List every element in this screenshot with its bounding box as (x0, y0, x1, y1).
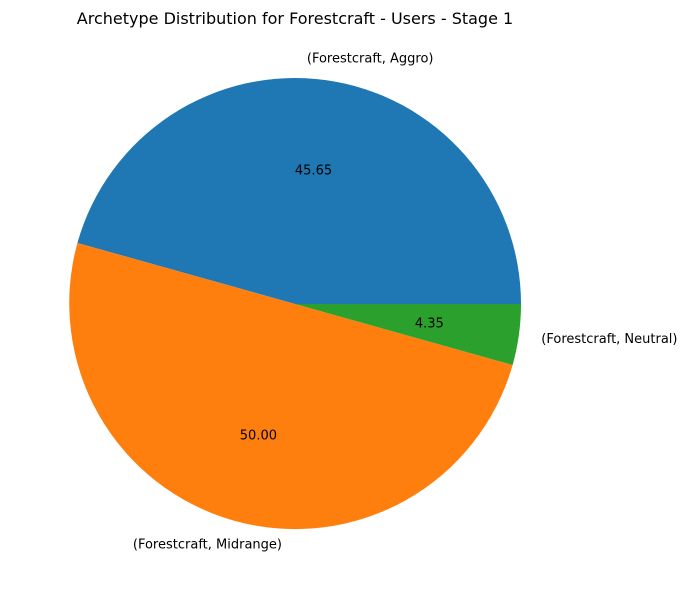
slice-category-label: (Forestcraft, Neutral) (541, 332, 677, 347)
pie-slice (69, 243, 513, 530)
slice-category-label: (Forestcraft, Midrange) (133, 537, 282, 552)
pie-slice (77, 78, 521, 305)
chart-title: Archetype Distribution for Forestcraft -… (77, 9, 513, 28)
slice-percent-label: 45.65 (295, 164, 332, 179)
pie-slice (295, 304, 521, 365)
pie-slices (69, 78, 521, 530)
slice-percent-label: 4.35 (415, 317, 444, 332)
slice-percent-label: 50.00 (240, 429, 277, 444)
slice-category-label: (Forestcraft, Aggro) (307, 52, 434, 67)
pie-labels: 45.65 (Forestcraft, Aggro) 50.00 (Forestcra… (133, 52, 678, 553)
